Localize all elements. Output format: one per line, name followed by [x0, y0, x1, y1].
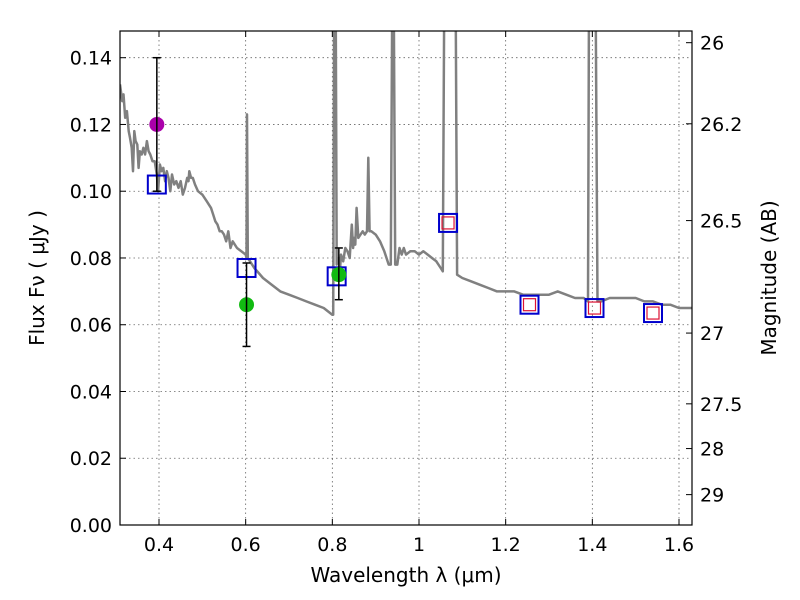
model-photometry-point: [584, 298, 605, 319]
y-axis-label: Flux Fν ( μJy ): [25, 210, 49, 346]
y-tick-label: 0.10: [70, 181, 112, 203]
right-tick-label: 27.5: [700, 394, 742, 416]
plot-frame: [119, 30, 693, 526]
model-photometry-point: [643, 303, 663, 324]
right-tick-label: 28: [700, 439, 724, 461]
observed-photometry-point: [587, 301, 602, 315]
x-tick-label: 1.2: [491, 534, 521, 556]
right-tick-label: 29: [700, 485, 724, 507]
x-tick-label: 1: [413, 534, 425, 556]
observed-photometry-point: [646, 306, 660, 320]
right-axis-label: Magnitude (AB): [757, 200, 781, 355]
plot-area: [120, 31, 692, 348]
right-tick-label: 26.5: [700, 211, 742, 233]
right-tick-label: 26: [700, 33, 724, 55]
x-tick-label: 0.6: [231, 534, 261, 556]
y-tick-label: 0.08: [70, 248, 112, 270]
y-tick-label: 0.12: [70, 114, 112, 136]
x-axis-label: Wavelength λ (μm): [310, 563, 501, 587]
y-tick-label: 0.02: [70, 448, 112, 470]
y-tick-label: 0.14: [70, 48, 112, 70]
x-tick-label: 0.4: [144, 534, 174, 556]
grid: [120, 31, 692, 526]
observed-photometry-point: [522, 298, 537, 312]
y-tick-label: 0.04: [70, 381, 112, 403]
x-tick-label: 0.8: [317, 534, 347, 556]
model-photometry-point: [519, 294, 540, 315]
right-tick-label: 27: [700, 323, 724, 345]
x-tick-label: 1.4: [577, 534, 607, 556]
model-photometry-point: [438, 212, 459, 233]
observed-photometry-point: [441, 216, 455, 230]
ticks: 0.4 0.6 0.8 1 1.2 1.4 1.6 0.00 0.02 0.04 0.06 0.08 0…: [70, 31, 742, 556]
model-spectrum-line: [120, 31, 692, 316]
right-tick-label: 26.2: [700, 114, 742, 136]
x-tick-label: 1.6: [664, 534, 694, 556]
y-tick-label: 0.06: [70, 315, 112, 337]
y-tick-label: 0.00: [70, 515, 112, 537]
